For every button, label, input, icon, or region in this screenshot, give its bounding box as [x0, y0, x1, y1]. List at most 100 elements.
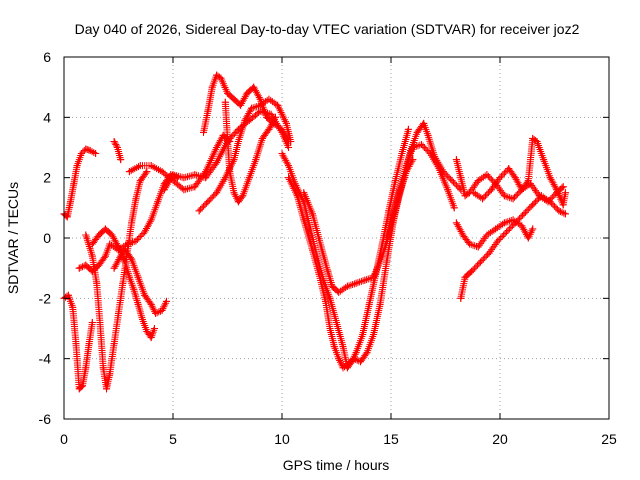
data-point	[152, 309, 160, 317]
data-point	[343, 361, 351, 369]
data-point	[141, 228, 149, 236]
data-point	[95, 261, 103, 269]
x-tick-label: 10	[274, 431, 290, 447]
data-point	[70, 180, 78, 188]
data-point	[468, 267, 476, 275]
data-point	[150, 325, 158, 332]
data-point	[335, 355, 343, 363]
x-tick-label: 0	[60, 431, 68, 447]
data-point	[160, 186, 168, 194]
data-point	[452, 156, 460, 164]
y-tick-label: 4	[43, 109, 51, 125]
data-point	[224, 89, 231, 97]
data-point	[82, 145, 90, 153]
x-axis-title: GPS time / hours	[283, 457, 390, 473]
data-point	[134, 300, 142, 308]
data-point	[385, 207, 393, 215]
x-tick-label: 15	[383, 431, 399, 447]
data-point	[247, 104, 255, 112]
data-point	[546, 174, 554, 182]
data-point	[132, 195, 140, 203]
data-point	[540, 156, 548, 164]
data-point	[208, 83, 216, 91]
data-point	[282, 119, 290, 127]
data-point	[79, 382, 87, 390]
data-point	[474, 243, 482, 251]
data-point	[234, 198, 242, 206]
data-point	[398, 150, 406, 158]
data-point	[518, 186, 526, 194]
series-track-6	[110, 246, 170, 317]
data-point	[221, 98, 229, 106]
data-point	[402, 162, 410, 170]
data-point	[95, 231, 103, 239]
data-point	[271, 113, 279, 121]
data-point	[93, 279, 101, 287]
series-track-2	[60, 291, 96, 393]
data-point	[77, 150, 85, 158]
data-point	[315, 270, 323, 278]
data-point	[213, 159, 221, 167]
data-point	[300, 189, 308, 197]
x-tick-label: 20	[492, 431, 508, 447]
data-point	[101, 252, 109, 260]
data-point	[82, 261, 90, 269]
data-point	[389, 210, 397, 218]
data-point	[485, 249, 493, 257]
y-tick-label: 6	[43, 49, 51, 65]
data-point	[204, 107, 212, 115]
data-point	[213, 71, 221, 79]
data-point	[339, 364, 347, 372]
data-point	[559, 183, 567, 191]
data-point	[278, 150, 286, 158]
data-point	[106, 240, 114, 248]
data-point	[524, 234, 532, 242]
data-point	[293, 192, 301, 200]
data-point	[147, 216, 155, 224]
data-point	[169, 171, 177, 179]
data-point	[82, 231, 90, 239]
data-point	[479, 195, 487, 203]
data-point	[117, 252, 125, 260]
data-point	[326, 325, 334, 332]
data-point	[520, 210, 528, 218]
data-point	[409, 144, 417, 151]
data-point	[132, 237, 140, 245]
data-point	[147, 334, 155, 342]
data-point	[69, 303, 77, 311]
data-point	[136, 177, 144, 185]
data-point	[444, 186, 452, 194]
data-point	[335, 288, 343, 296]
data-point	[496, 174, 504, 182]
data-point	[553, 186, 561, 194]
data-marks	[60, 71, 569, 393]
data-point	[191, 171, 199, 179]
series-track-4	[82, 168, 151, 393]
data-point	[365, 300, 373, 308]
data-point	[265, 95, 273, 103]
data-point	[162, 297, 170, 305]
x-tick-label: 5	[169, 431, 177, 447]
data-point	[73, 162, 81, 170]
data-point	[322, 297, 330, 305]
data-point	[461, 273, 469, 281]
data-point	[500, 192, 508, 200]
data-point	[494, 237, 502, 245]
data-point	[237, 101, 245, 109]
series-track-7	[110, 137, 125, 164]
data-point	[476, 258, 484, 266]
data-point	[250, 83, 258, 91]
data-point	[101, 225, 109, 233]
data-point	[110, 264, 118, 272]
data-point	[561, 210, 569, 218]
data-point	[147, 300, 155, 308]
data-point	[418, 140, 426, 148]
data-point	[356, 358, 364, 366]
data-point	[92, 150, 100, 158]
data-point	[82, 364, 90, 372]
data-point	[265, 125, 273, 133]
data-point	[306, 225, 314, 233]
data-point	[537, 192, 545, 200]
data-point	[128, 255, 136, 263]
